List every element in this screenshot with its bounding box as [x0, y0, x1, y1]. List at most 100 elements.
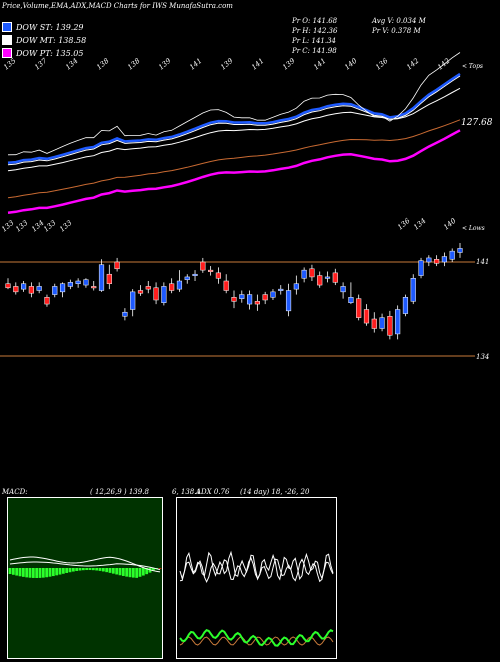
macd-histogram-bar: [95, 568, 99, 571]
info-close: Pr C: 141.98: [292, 47, 337, 55]
legend-dow-st: DOW ST: 139.29: [2, 21, 84, 33]
macd-histogram-bar: [8, 568, 12, 574]
legend-swatch-pt: [2, 48, 12, 58]
candle: [239, 290, 245, 303]
macd-histogram-bar: [115, 568, 119, 575]
adx-panel: [176, 497, 337, 659]
macd-histogram-bar: [98, 568, 102, 571]
candle: [208, 266, 214, 276]
right-axis-level-2: 134: [476, 353, 490, 361]
macd-histogram-bar: [118, 568, 122, 576]
candle: [262, 291, 268, 305]
top-label: 142: [405, 56, 421, 71]
candle: [231, 290, 237, 309]
ema-fast-line: [7, 72, 461, 165]
macd-histogram-bar: [45, 568, 49, 578]
candle: [278, 285, 284, 295]
candle: [418, 257, 424, 279]
candle: [137, 285, 144, 296]
macd-histogram-bar: [101, 568, 105, 572]
candle: [184, 274, 190, 284]
macd-histogram-bar: [65, 568, 69, 573]
info-open: Pr O: 141.68: [292, 17, 338, 25]
macd-histogram-bar: [81, 568, 85, 571]
ema-mid-line-2: [7, 75, 461, 166]
candle: [285, 283, 292, 317]
candle: [324, 271, 331, 283]
adx-minus-line: [179, 557, 334, 583]
candle: [223, 274, 229, 294]
macd-histogram-bar: [61, 568, 65, 574]
legend-label-pt: DOW PT: 135.05: [16, 48, 84, 58]
bottom-label: 133: [58, 218, 74, 233]
candle: [410, 274, 416, 305]
bottom-label-right: 136: [396, 216, 412, 231]
top-label: 138: [126, 56, 142, 71]
ema-long-line: [7, 119, 461, 199]
adx-green-line: [179, 628, 334, 647]
candle: [457, 243, 463, 258]
macd-histogram-bar: [91, 568, 95, 571]
macd-line: [9, 556, 161, 573]
candle: [20, 281, 27, 292]
macd-histogram-bar: [75, 568, 79, 571]
legend-label-st: DOW ST: 139.29: [16, 22, 84, 32]
candle: [309, 264, 315, 281]
macd-histogram-bar: [55, 568, 59, 576]
macd-histogram-bar: [68, 568, 72, 573]
info-high: Pr H: 142.36: [292, 27, 338, 35]
macd-histogram-bar: [15, 568, 19, 576]
macd-histogram-bar: [125, 568, 129, 577]
bottom-label-right: 134: [412, 217, 427, 232]
candle: [52, 283, 58, 298]
candle: [13, 282, 19, 295]
chart-title: Price,Volume,EMA,ADX,MACD Charts for IWS…: [2, 2, 233, 10]
bottom-label: 133: [42, 218, 58, 233]
ema-short-line: [7, 52, 461, 156]
price-tag: 127.68: [461, 118, 493, 128]
candle: [363, 304, 370, 326]
bottom-label: 133: [14, 218, 30, 233]
macd-histogram-bar: [18, 568, 22, 577]
candle: [387, 310, 393, 340]
macd-histogram-bar: [141, 568, 145, 576]
macd-histogram-bar: [78, 568, 82, 571]
macd-params: ( 12,26,9 ) 139.8: [90, 488, 149, 496]
macd-histogram-bar: [41, 568, 45, 578]
candle: [434, 255, 440, 267]
candle: [395, 305, 401, 340]
candle: [293, 275, 299, 295]
macd-histogram-bar: [28, 568, 32, 578]
macd-histogram-bar: [48, 568, 52, 577]
candle: [161, 282, 167, 306]
top-label: 141: [188, 57, 203, 72]
macd-panel: [7, 497, 163, 659]
candle: [402, 294, 409, 317]
bottom-label-right: 140: [442, 216, 458, 231]
candle: [67, 279, 73, 290]
candle: [98, 259, 105, 292]
macd-values: 6, 138.1: [172, 488, 201, 496]
candle: [153, 282, 159, 305]
candle: [254, 294, 260, 311]
macd-histogram-bar: [138, 568, 142, 577]
macd-histogram-bar: [58, 568, 62, 575]
candle: [169, 278, 175, 294]
macd-histogram-bar: [88, 568, 92, 571]
candle: [91, 281, 97, 291]
info-low: Pr L: 141.34: [292, 37, 337, 45]
adx-plus-line: [179, 550, 334, 581]
candle: [83, 278, 89, 288]
candle: [348, 282, 354, 305]
top-label: 140: [343, 56, 359, 71]
candle: [122, 308, 128, 321]
candle: [75, 278, 81, 288]
candle: [371, 312, 377, 333]
ema-slow-line: [7, 129, 461, 215]
candle: [130, 289, 136, 317]
candle: [215, 267, 222, 284]
candle: [192, 270, 198, 281]
macd-histogram-bar: [35, 568, 39, 578]
adx-label: ADX 0.76: [196, 488, 230, 496]
adx-chart: [179, 550, 334, 647]
